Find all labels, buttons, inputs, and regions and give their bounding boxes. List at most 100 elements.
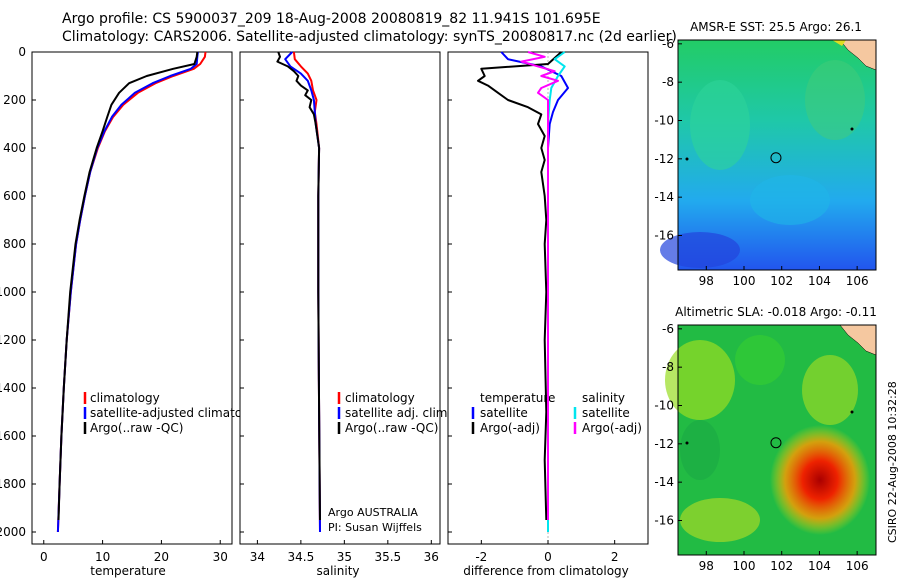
temperature-ytick-label: 1000 bbox=[0, 285, 26, 299]
sla-argo-marker bbox=[770, 437, 782, 449]
difference-xtick-label: 2 bbox=[611, 550, 619, 564]
sst-island bbox=[850, 127, 854, 131]
sla-map-xtick-label: 102 bbox=[770, 559, 793, 573]
difference-legend: temperature satellite Argo(-adj) salinit… bbox=[471, 391, 642, 435]
temperature-ytick-label: 1600 bbox=[0, 429, 26, 443]
temperature-ytick-label: 1400 bbox=[0, 381, 26, 395]
sla-map-ytick-label: -6 bbox=[662, 322, 674, 336]
sst-map-ytick-label: -14 bbox=[654, 190, 674, 204]
difference-series-black bbox=[477, 51, 562, 521]
sst-patch bbox=[690, 80, 750, 170]
sla-patch bbox=[680, 498, 760, 542]
sst-map-xtick-label: 100 bbox=[733, 274, 756, 288]
sla-patch bbox=[680, 420, 720, 480]
temperature-legend: climatology satellite-adjusted climatolo… bbox=[83, 391, 268, 435]
difference-xtick-label: -2 bbox=[475, 550, 487, 564]
temperature-ytick-label: 1200 bbox=[0, 333, 26, 347]
difference-xlabel: difference from climatology bbox=[463, 564, 629, 578]
temperature-xtick-label: 30 bbox=[213, 550, 228, 564]
sla-map-ytick-label: -8 bbox=[662, 360, 674, 374]
legend-label-sal-argo: Argo(-adj) bbox=[582, 421, 642, 435]
legend-header-salinity: salinity bbox=[582, 391, 625, 405]
difference-xtick-label: 0 bbox=[544, 550, 552, 564]
salinity-xtick-label: 34.5 bbox=[288, 550, 315, 564]
temperature-ytick-label: 800 bbox=[3, 237, 26, 251]
legend-label-climatology: climatology bbox=[90, 391, 160, 405]
sst-map-ytick-label: -10 bbox=[654, 114, 674, 128]
sla-patch bbox=[735, 335, 785, 385]
legend-label-temp-argo: Argo(-adj) bbox=[480, 421, 540, 435]
footer-credit: CSIRO 22-Aug-2008 10:32:28 bbox=[886, 381, 899, 543]
sst-patch bbox=[660, 232, 740, 268]
title-line-1: Argo profile: CS 5900037_209 18-Aug-2008… bbox=[62, 11, 601, 27]
temperature-series-black bbox=[57, 51, 199, 521]
legend-label-sal-satellite: satellite bbox=[582, 406, 630, 420]
sla-map-ytick-label: -14 bbox=[654, 475, 674, 489]
salinity-xlabel: salinity bbox=[316, 564, 359, 578]
sst-map-panel: AMSR-E SST: 25.5 Argo: 26.1 bbox=[660, 20, 877, 271]
temperature-ytick-label: 600 bbox=[3, 189, 26, 203]
salinity-xtick-label: 35.5 bbox=[374, 550, 401, 564]
legend-label-satellite: satellite adj. clim. bbox=[345, 406, 451, 420]
sla-high bbox=[770, 425, 870, 535]
temperature-xtick-label: 10 bbox=[95, 550, 110, 564]
legend-label-climatology: climatology bbox=[345, 391, 415, 405]
sla-map-title: Altimetric SLA: -0.018 Argo: -0.11 bbox=[675, 305, 877, 319]
salinity-series-black bbox=[276, 51, 321, 521]
salinity-axes-box bbox=[239, 51, 441, 545]
sla-map-xtick-label: 100 bbox=[733, 559, 756, 573]
sst-map-ytick-label: -12 bbox=[654, 152, 674, 166]
temperature-xtick-label: 20 bbox=[154, 550, 169, 564]
temperature-xtick-label: 0 bbox=[40, 550, 48, 564]
argo-credit-line-1: Argo AUSTRALIA bbox=[328, 506, 418, 519]
sla-patch bbox=[802, 355, 858, 425]
difference-series-magenta bbox=[520, 51, 559, 520]
sla-map-ytick-label: -16 bbox=[654, 514, 674, 528]
title-line-2: Climatology: CARS2006. Satellite-adjuste… bbox=[62, 29, 677, 45]
legend-label-argo: Argo(..raw -QC) bbox=[345, 421, 438, 435]
temperature-ytick-label: 0 bbox=[18, 45, 26, 59]
argo-credit-line-2: PI: Susan Wijffels bbox=[328, 521, 422, 534]
legend-label-temp-satellite: satellite bbox=[480, 406, 528, 420]
sst-map-xtick-label: 102 bbox=[770, 274, 793, 288]
legend-label-argo: Argo(..raw -QC) bbox=[90, 421, 183, 435]
legend-label-satellite: satellite-adjusted climatology bbox=[90, 406, 268, 420]
sst-map-xtick-label: 104 bbox=[808, 274, 831, 288]
sst-map-ytick-label: -8 bbox=[662, 75, 674, 89]
temperature-ytick-label: 1800 bbox=[0, 477, 26, 491]
sla-map-xtick-label: 106 bbox=[846, 559, 869, 573]
salinity-legend: climatology satellite adj. clim. Argo(..… bbox=[337, 391, 451, 435]
sla-island bbox=[685, 441, 689, 445]
sst-map-ytick-label: -16 bbox=[654, 229, 674, 243]
sla-axes-box bbox=[677, 324, 877, 556]
sst-patch bbox=[805, 60, 865, 140]
salinity-xtick-label: 36 bbox=[424, 550, 439, 564]
sla-map-xtick-label: 104 bbox=[808, 559, 831, 573]
temperature-ytick-label: 2000 bbox=[0, 525, 26, 539]
sst-argo-marker bbox=[770, 152, 782, 164]
temperature-axes-box bbox=[31, 51, 233, 545]
salinity-panel: salinity climatology satellite adj. clim… bbox=[239, 51, 451, 578]
sst-map-title: AMSR-E SST: 25.5 Argo: 26.1 bbox=[690, 20, 862, 34]
chart-marks: 0102030020040060080010001200140016001800… bbox=[0, 37, 869, 573]
sla-map-xtick-label: 98 bbox=[699, 559, 714, 573]
sla-patch bbox=[665, 340, 735, 420]
temperature-ytick-label: 400 bbox=[3, 141, 26, 155]
sst-patch bbox=[750, 175, 830, 225]
sla-island bbox=[850, 410, 854, 414]
sst-island bbox=[685, 157, 689, 161]
sst-map-xtick-label: 98 bbox=[699, 274, 714, 288]
sst-axes-box bbox=[677, 39, 877, 271]
sst-patch bbox=[832, 40, 846, 46]
temperature-ytick-label: 200 bbox=[3, 93, 26, 107]
temperature-panel: temperature climatology satellite-adjust… bbox=[31, 51, 268, 578]
sst-map-ytick-label: -6 bbox=[662, 37, 674, 51]
salinity-xtick-label: 35 bbox=[337, 550, 352, 564]
legend-header-temperature: temperature bbox=[480, 391, 555, 405]
temperature-xlabel: temperature bbox=[90, 564, 165, 578]
sst-map-xtick-label: 106 bbox=[846, 274, 869, 288]
sla-map-panel: Altimetric SLA: -0.018 Argo: -0.11 bbox=[665, 305, 877, 556]
sla-map-ytick-label: -12 bbox=[654, 437, 674, 451]
salinity-xtick-label: 34 bbox=[250, 550, 265, 564]
